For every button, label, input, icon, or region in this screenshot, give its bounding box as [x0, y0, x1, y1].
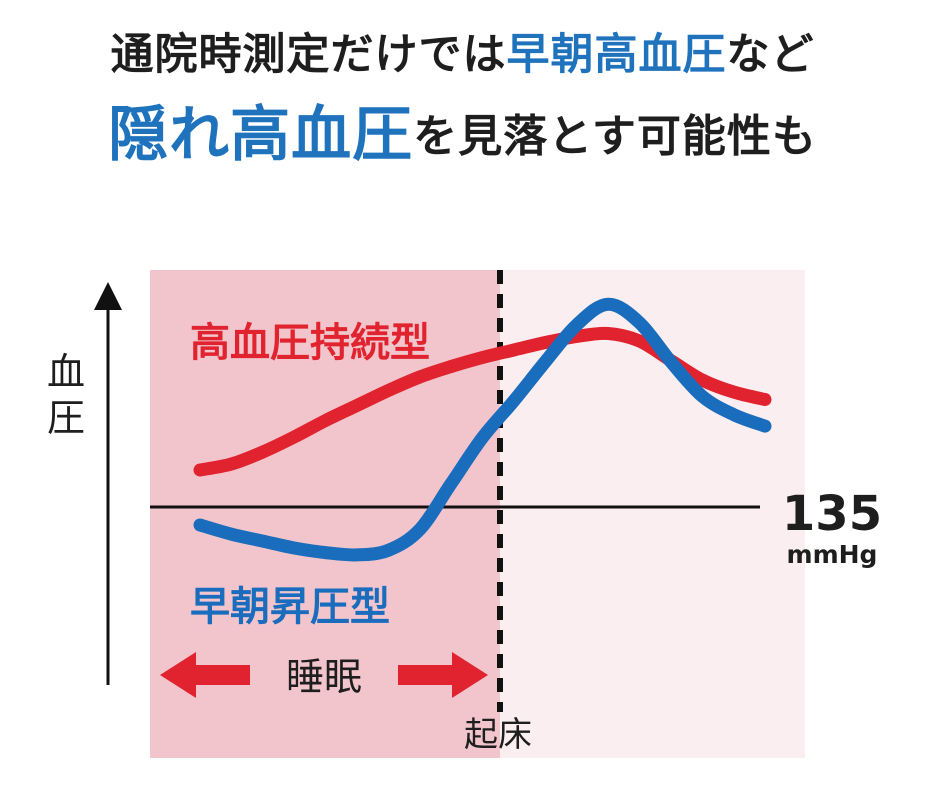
y-axis-label-char: 圧: [47, 396, 85, 440]
headline-line-1-prefix: 通院時測定だけでは: [110, 30, 507, 80]
series-label-sustained-hypertension: 高血圧持続型: [190, 320, 430, 366]
reference-value-label: 135: [782, 486, 882, 542]
headline-line-1-suffix: など: [726, 30, 815, 80]
chart-axis: [94, 270, 760, 712]
reference-unit-label: mmHg: [787, 540, 878, 569]
headline-line-2-suffix: を見落とす可能性も: [413, 111, 817, 162]
headline-line-1: 通院時測定だけでは早朝高血圧など: [0, 20, 925, 82]
wake-label: 起床: [464, 715, 532, 755]
series-line-morning-surge: [193, 297, 772, 562]
series-label-morning-surge: 早朝昇圧型: [190, 584, 390, 630]
y-axis-label-char: 血: [47, 350, 85, 394]
headline-line-2: 隠れ高血圧を見落とす可能性も: [0, 86, 925, 173]
sleep-label: 睡眠: [286, 655, 362, 699]
chart-series: [193, 297, 772, 562]
headline-early-morning-hypertension: 早朝高血圧: [506, 30, 727, 80]
sleep-arrow-left: [160, 652, 250, 698]
y-axis-arrowhead: [94, 282, 122, 310]
sleep-arrow-right: [398, 652, 488, 698]
headline-masked-hypertension: 隠れ高血圧: [108, 100, 414, 170]
